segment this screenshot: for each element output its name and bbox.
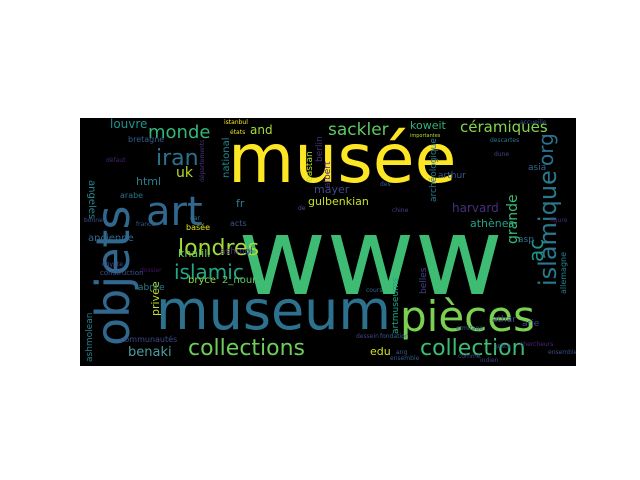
- word-edu: edu: [370, 345, 391, 358]
- word-chercheurs: chercheurs: [520, 341, 554, 348]
- word-bryce: bryce: [188, 275, 217, 286]
- word-artmuseums: artmuseums: [391, 277, 401, 334]
- word-egypte: égypte: [102, 261, 123, 268]
- word-asia: asia: [528, 163, 547, 173]
- word-html: html: [136, 175, 162, 188]
- word-de: de: [298, 205, 306, 212]
- word-france: france: [136, 221, 156, 228]
- word-communautes: communautés: [120, 335, 178, 344]
- word-ashmol: ashmol: [220, 247, 253, 257]
- word-figure: figure: [550, 217, 568, 224]
- word-ceramiques: céramiques: [460, 118, 548, 136]
- word-arabe: arabe: [120, 191, 144, 200]
- word-2-nour: 2_nour: [222, 275, 257, 286]
- word-ensemble: ensemble: [390, 355, 420, 362]
- word-mayer: mayer: [314, 183, 350, 196]
- word-art: art: [146, 189, 203, 235]
- word-fondation: fondation: [380, 333, 409, 340]
- word-islamique: islamique: [534, 170, 562, 286]
- word-albert: albert: [323, 161, 333, 189]
- word-monde: monde: [148, 122, 211, 143]
- word-louvre: louvre: [110, 118, 148, 131]
- word-museum: museum: [156, 279, 392, 342]
- word-dossier: dossier: [140, 267, 162, 274]
- word-basee: basée: [186, 223, 210, 232]
- word-arie: arie: [522, 319, 540, 329]
- word-abrite: abrite: [138, 283, 165, 293]
- word-athenes: athènes: [470, 217, 515, 230]
- word-harvard: harvard: [452, 201, 499, 215]
- word-bastan: bastan: [305, 151, 315, 182]
- word-defaut: défaut: [106, 157, 126, 164]
- word-sackler: sackler: [328, 120, 389, 140]
- word-angeles: angeles: [86, 180, 97, 220]
- word-cours: cours: [366, 287, 383, 294]
- word-fr: fr: [236, 197, 245, 210]
- word-londres: londres: [178, 236, 260, 261]
- word-acts: acts: [230, 219, 247, 228]
- word-gulbenkian: gulbenkian: [308, 195, 369, 208]
- word-uk: uk: [176, 165, 193, 181]
- word-bonne: bonne: [84, 217, 103, 224]
- word-bretagne: bretagne: [128, 135, 165, 144]
- word-arthur: arthur: [438, 171, 466, 181]
- word-dessein: dessein: [356, 333, 379, 340]
- word-khalili: khalili: [178, 247, 211, 260]
- word-musee: musée: [228, 120, 457, 199]
- word-collections: collections: [188, 336, 306, 361]
- word-www: www: [238, 195, 503, 320]
- word-grace: grâce: [494, 343, 511, 350]
- word-berlin: berlin: [315, 136, 325, 162]
- word-ancienne: ancienne: [88, 233, 134, 244]
- word-asp: asp: [518, 235, 534, 245]
- word-and: and: [250, 123, 273, 137]
- word-pieces: pièces: [400, 292, 535, 341]
- word-archeologique: archéologique: [429, 138, 439, 202]
- word-importantes: importantes: [410, 133, 441, 139]
- word-cloud: www musée museum objets pièces art colle…: [80, 118, 576, 366]
- word-ashmolean: ashmolean: [85, 312, 95, 362]
- word-chine: chine: [392, 207, 409, 214]
- word-athar: athar: [492, 315, 516, 325]
- word-koweit: koweit: [410, 119, 446, 132]
- word-iran: iran: [156, 146, 199, 171]
- word-departements: départements: [199, 139, 206, 182]
- word-ensemble-2: ensemble: [548, 349, 576, 356]
- word-construction: construction: [100, 269, 144, 277]
- word-descartes: descartes: [490, 137, 520, 144]
- word-collection: collection: [420, 336, 526, 361]
- word-allemagne: allemagne: [559, 251, 568, 294]
- word-belles: belles: [419, 267, 429, 294]
- word-org: org: [534, 133, 558, 166]
- word-etats: états: [230, 129, 246, 136]
- word-dar: dar: [190, 215, 200, 222]
- word-des: des: [380, 181, 391, 188]
- word-dune: dune: [494, 151, 510, 158]
- word-accueille: accueille: [520, 119, 547, 126]
- word-ang: ang: [396, 349, 408, 356]
- word-islamic: islamic: [174, 260, 244, 284]
- word-ermitage: ermitage: [456, 325, 484, 332]
- word-national: national: [221, 137, 232, 178]
- word-indien: indien: [480, 357, 499, 364]
- word-comme: comme: [458, 353, 481, 360]
- word-benaki: benaki: [128, 345, 172, 360]
- word-istanbul: istanbul: [224, 119, 248, 126]
